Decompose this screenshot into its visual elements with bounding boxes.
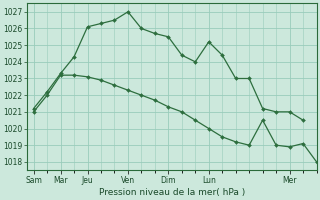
X-axis label: Pression niveau de la mer( hPa ): Pression niveau de la mer( hPa ) — [99, 188, 245, 197]
